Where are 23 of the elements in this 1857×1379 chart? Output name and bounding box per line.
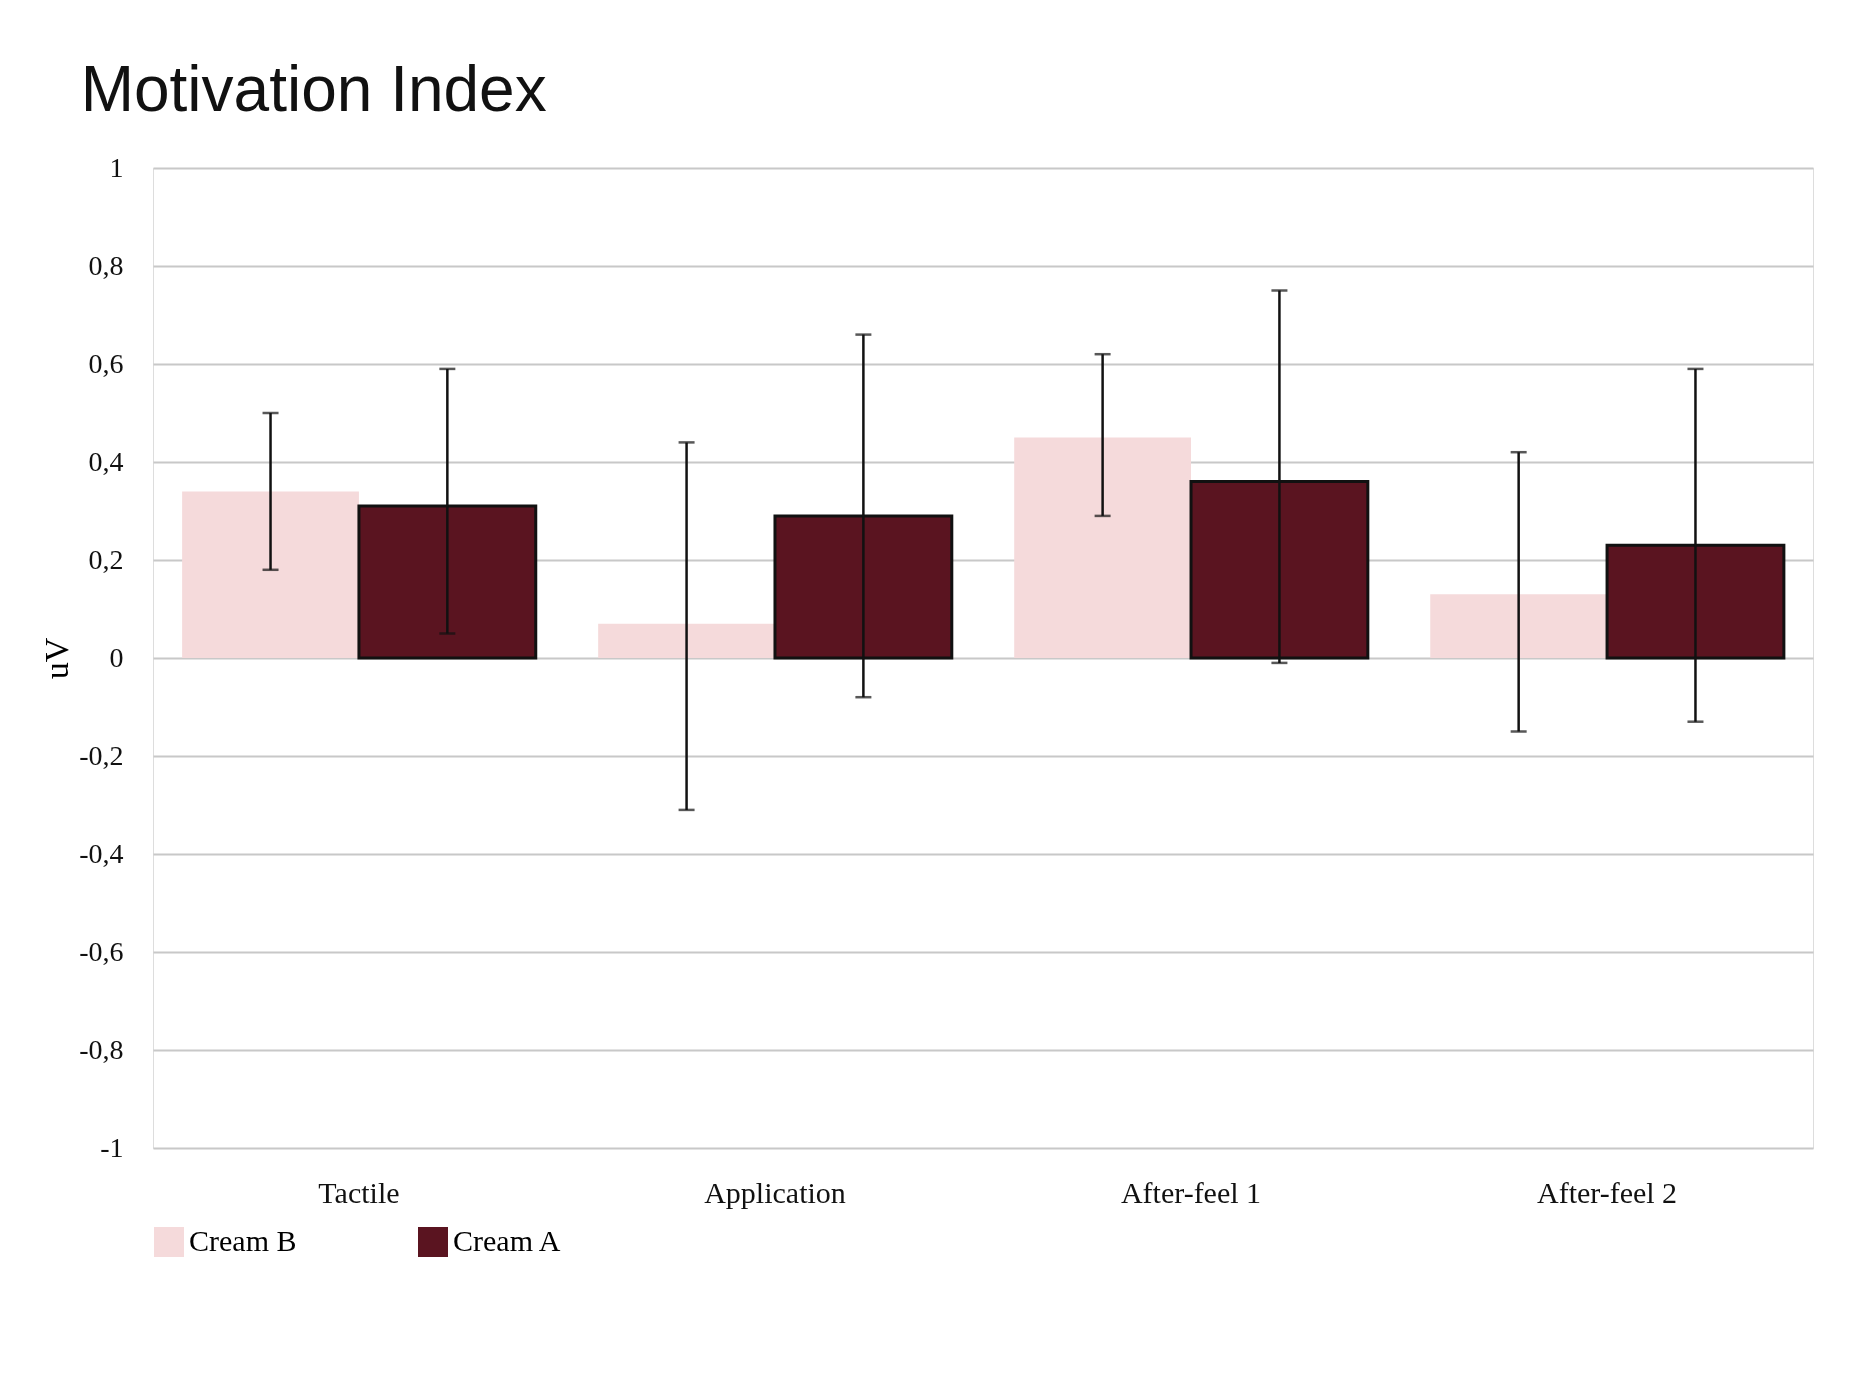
y-tick-label: -0,2 [79,739,124,771]
y-tick-label: -0,6 [79,935,124,967]
y-tick-label: 0 [109,641,124,673]
x-tick-label: Tactile [318,1175,400,1209]
y-tick-label: 0,4 [88,445,124,477]
y-tick-label: -0,8 [79,1033,124,1065]
bar [182,491,359,658]
y-tick-label: -0,4 [79,837,124,869]
y-axis-title: uV [38,637,76,680]
bar [1430,594,1608,658]
x-tick-label: After-feel 1 [1120,1175,1262,1209]
y-tick-label: 0,2 [88,543,124,575]
x-tick-label: Application [704,1175,846,1209]
x-tick-label: After-feel 2 [1536,1175,1678,1209]
bar [598,623,775,658]
legend-label: Cream A [453,1224,561,1257]
legend-label: Cream B [189,1224,297,1257]
y-tick-label: 0,8 [88,249,124,281]
y-tick-label: -1 [100,1131,124,1163]
chart-title: Motivation Index [80,53,547,125]
y-tick-label: 0,6 [88,347,124,379]
bar [1014,437,1192,658]
y-tick-label: 1 [109,151,124,183]
